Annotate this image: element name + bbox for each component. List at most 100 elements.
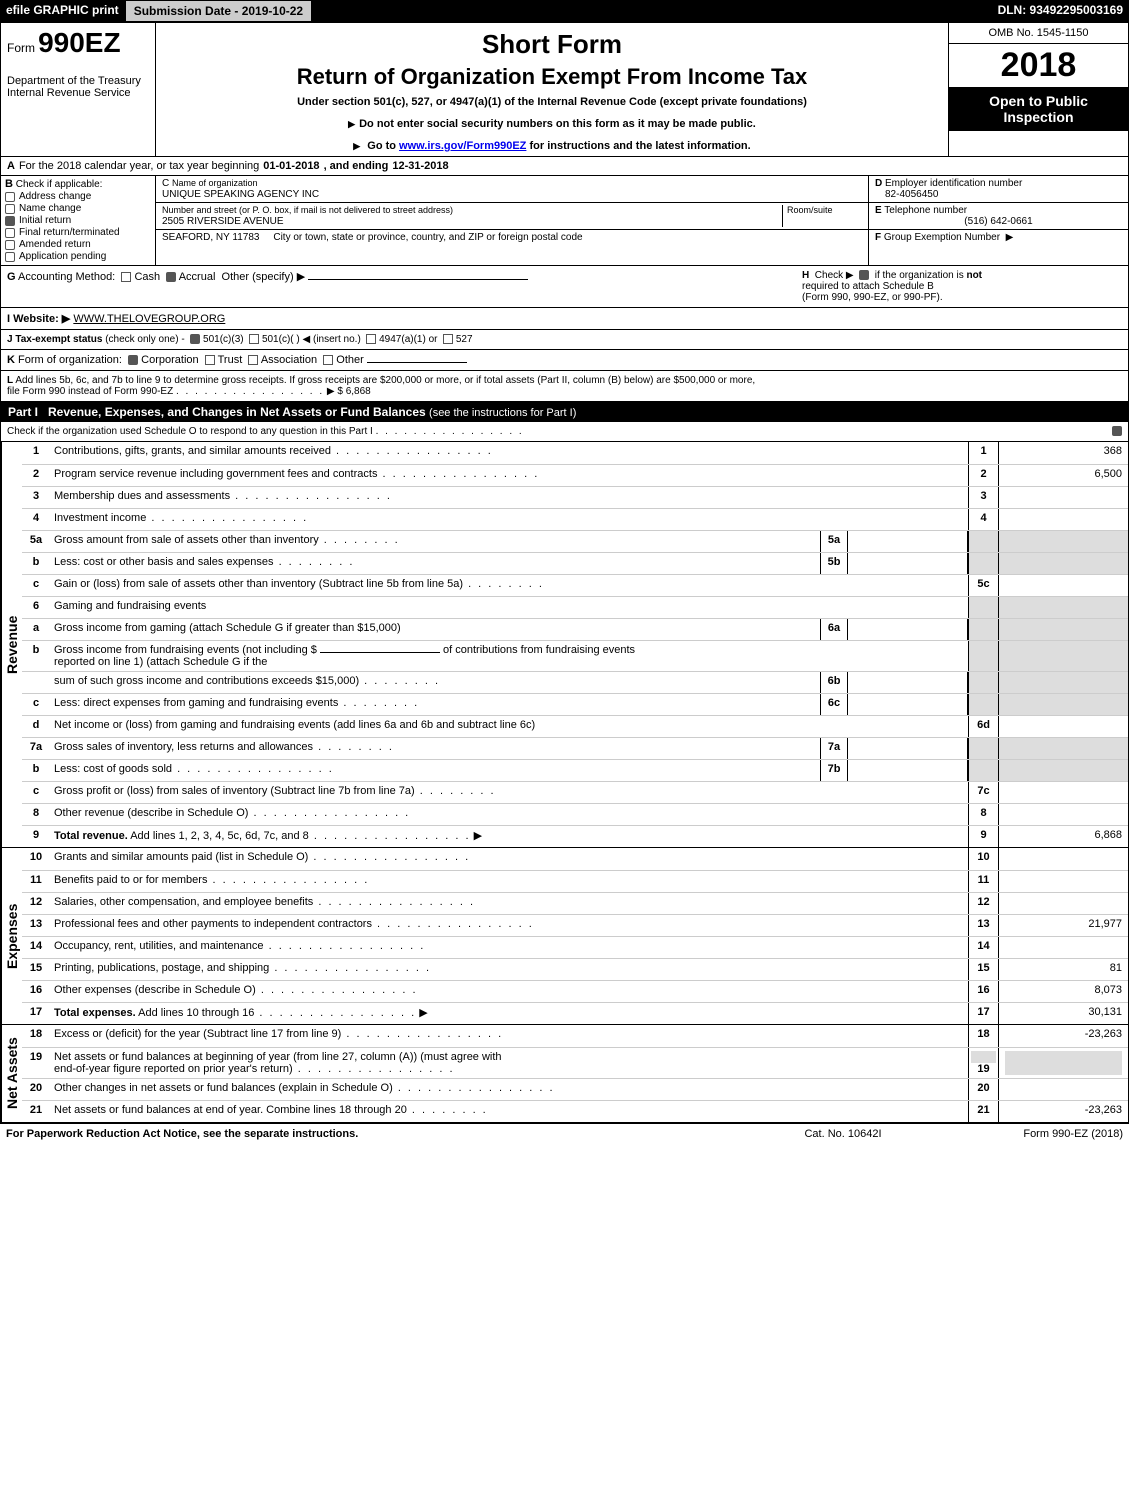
ln16-num: 16 (22, 981, 50, 1002)
ln2-text: Program service revenue including govern… (54, 468, 377, 480)
ln18-txt: Excess or (deficit) for the year (Subtra… (50, 1025, 968, 1047)
ln20-txt: Other changes in net assets or fund bala… (50, 1079, 968, 1100)
ln6c-txt: Less: direct expenses from gaming and fu… (50, 694, 820, 715)
ln20-rn: 20 (968, 1079, 998, 1100)
label-j: J Tax-exempt status (7, 334, 102, 345)
k-other: Other (336, 354, 364, 366)
expenses-label: Expenses (1, 848, 22, 1024)
footer-formref: Form 990-EZ (2018) (943, 1128, 1123, 1140)
footer-left: For Paperwork Reduction Act Notice, see … (6, 1128, 743, 1140)
ln21-rn: 21 (968, 1101, 998, 1122)
ln19-rn-shade (971, 1051, 996, 1063)
irs-link[interactable]: www.irs.gov/Form990EZ (399, 140, 526, 152)
ln6a-num: a (22, 619, 50, 640)
ln14-num: 14 (22, 937, 50, 958)
l-amount: $ 6,868 (337, 386, 370, 397)
part1-sub: (see the instructions for Part I) (429, 407, 576, 419)
ln6a-mn: 6a (820, 619, 848, 640)
chk-accrual[interactable] (166, 272, 176, 282)
ln3-txt: Membership dues and assessments (50, 487, 968, 508)
ln4-rv (998, 509, 1128, 530)
g-other-field[interactable] (308, 279, 528, 280)
g-cash: Cash (134, 271, 160, 283)
ln5a-rn-shade (968, 531, 998, 552)
ln6d-text: Net income or (loss) from gaming and fun… (50, 716, 968, 737)
label-i: I Website: ▶ (7, 313, 70, 325)
ln6bsum-mn: 6b (820, 672, 848, 693)
ln15-text: Printing, publications, postage, and shi… (54, 962, 269, 974)
chk-final-return[interactable]: Final return/terminated (5, 227, 151, 238)
g-accrual: Accrual (179, 271, 216, 283)
k-other-field[interactable] (367, 362, 467, 363)
ln14-rn: 14 (968, 937, 998, 958)
line-9: 9 Total revenue. Add lines 1, 2, 3, 4, 5… (22, 825, 1128, 847)
chk-address-change[interactable]: Address change (5, 191, 151, 202)
ln17-t2: Add lines 10 through 16 (136, 1007, 255, 1019)
ln17-rv: 30,131 (998, 1003, 1128, 1024)
line-12: 12 Salaries, other compensation, and emp… (22, 892, 1128, 914)
ln2-rv: 6,500 (998, 465, 1128, 486)
ln12-num: 12 (22, 893, 50, 914)
ln6-rn-shade (968, 597, 998, 618)
line-20: 20 Other changes in net assets or fund b… (22, 1078, 1128, 1100)
row-a-mid: , and ending (324, 160, 389, 172)
chk-501c3[interactable] (190, 334, 200, 344)
chk-assoc[interactable] (248, 355, 258, 365)
chk-4947[interactable] (366, 334, 376, 344)
notice-goto-pre: Go to (367, 140, 399, 152)
chk-527[interactable] (443, 334, 453, 344)
ln7a-rn-shade (968, 738, 998, 759)
tax-year: 2018 (949, 44, 1128, 87)
line-10: 10 Grants and similar amounts paid (list… (22, 848, 1128, 870)
chk-cash[interactable] (121, 272, 131, 282)
chk-501c[interactable] (249, 334, 259, 344)
ln6c-text: Less: direct expenses from gaming and fu… (54, 697, 338, 709)
ln7b-mn: 7b (820, 760, 848, 781)
ln3-rn: 3 (968, 487, 998, 508)
chk-h[interactable] (859, 270, 869, 280)
label-l: L (7, 375, 13, 386)
k-corp: Corporation (141, 354, 198, 366)
ln19-txt: Net assets or fund balances at beginning… (50, 1048, 968, 1078)
chk-name-change[interactable]: Name change (5, 203, 151, 214)
short-form-title: Short Form (162, 29, 942, 60)
chk-application-pending[interactable]: Application pending (5, 251, 151, 262)
ln6bsum-mv (848, 672, 968, 693)
chk-other-org[interactable] (323, 355, 333, 365)
ln7a-mv (848, 738, 968, 759)
ln6a-mv (848, 619, 968, 640)
ln16-rv: 8,073 (998, 981, 1128, 1002)
line-4: 4 Investment income 4 (22, 508, 1128, 530)
ln2-txt: Program service revenue including govern… (50, 465, 968, 486)
j-opt2-arrow: ◀ (insert no.) (303, 334, 361, 345)
ln6b-blank[interactable] (320, 652, 440, 653)
page-footer: For Paperwork Reduction Act Notice, see … (0, 1123, 1129, 1144)
ln5a-txt: Gross amount from sale of assets other t… (50, 531, 820, 552)
row-a: A For the 2018 calendar year, or tax yea… (0, 157, 1129, 176)
ln12-text: Salaries, other compensation, and employ… (54, 896, 313, 908)
line-18: 18 Excess or (deficit) for the year (Sub… (22, 1025, 1128, 1047)
checkbox-list: Address change Name change Initial retur… (5, 191, 151, 262)
ln6-num: 6 (22, 597, 50, 618)
ln6a-text: Gross income from gaming (attach Schedul… (50, 619, 820, 640)
open-public-line1: Open to Public (951, 93, 1126, 109)
line-14: 14 Occupancy, rent, utilities, and maint… (22, 936, 1128, 958)
ln6bsum-text: sum of such gross income and contributio… (54, 675, 359, 687)
chk-initial-return[interactable]: Initial return (5, 215, 151, 226)
row-j: J Tax-exempt status (check only one) - 5… (0, 330, 1129, 350)
chk-corp[interactable] (128, 355, 138, 365)
ln16-txt: Other expenses (describe in Schedule O) (50, 981, 968, 1002)
netassets-grid: Net Assets 18 Excess or (deficit) for th… (1, 1024, 1128, 1122)
ln2-rn: 2 (968, 465, 998, 486)
line-13: 13 Professional fees and other payments … (22, 914, 1128, 936)
h-not: not (966, 270, 982, 281)
f-block: F Group Exemption Number ▶ (869, 230, 1128, 245)
label-a: A (7, 160, 15, 172)
ln8-txt: Other revenue (describe in Schedule O) (50, 804, 968, 825)
footer-catno: Cat. No. 10642I (743, 1128, 943, 1140)
chk-schedule-o[interactable] (1112, 426, 1122, 436)
chk-trust[interactable] (205, 355, 215, 365)
chk-label-0: Address change (19, 191, 91, 202)
ln5b-rn-shade (968, 553, 998, 574)
chk-amended-return[interactable]: Amended return (5, 239, 151, 250)
